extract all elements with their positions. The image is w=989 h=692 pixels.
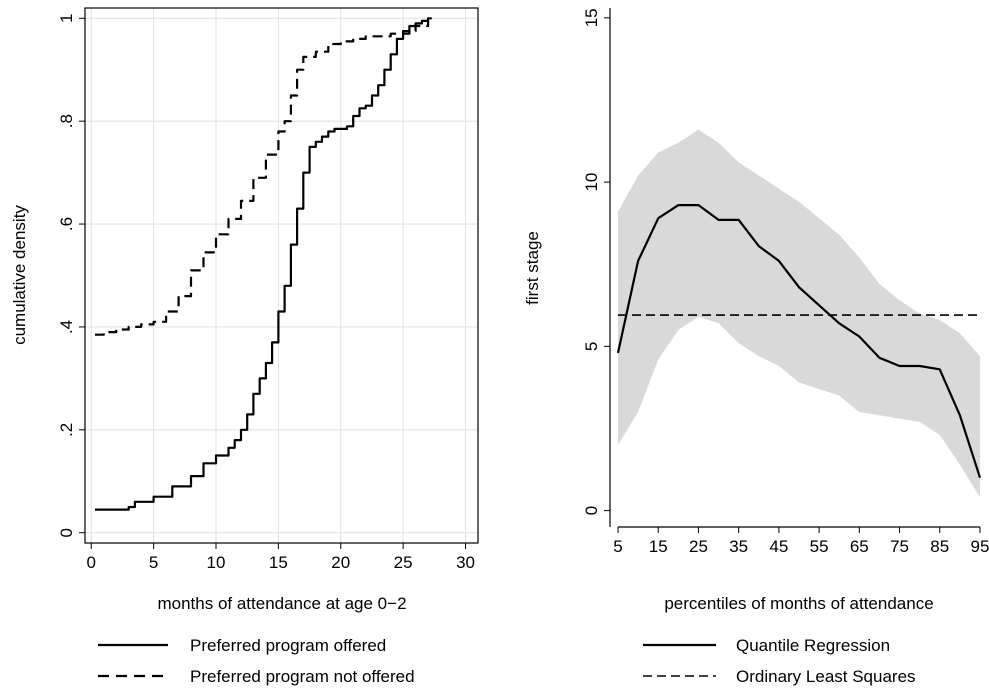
series-line-not-offered [95, 20, 430, 336]
x-tick-label: 45 [769, 537, 788, 556]
y-tick-label: 1 [57, 14, 76, 23]
left-panel: months of attendance at age 0−2 cumulati… [10, 7, 479, 686]
legend-label-not-offered: Preferred program not offered [190, 667, 415, 686]
x-tick-label: 25 [394, 553, 413, 572]
y-tick-label: 0 [582, 506, 601, 515]
right-panel: percentiles of months of attendance firs… [523, 8, 989, 686]
x-tick-label: 35 [729, 537, 748, 556]
right-x-axis-label: percentiles of months of attendance [664, 594, 933, 613]
x-tick-label: 0 [87, 553, 96, 572]
y-tick-label: 5 [582, 342, 601, 351]
legend-label-ordinary-least-squares: Ordinary Least Squares [736, 667, 916, 686]
x-tick-label: 95 [970, 537, 989, 556]
x-tick-label: 20 [331, 553, 350, 572]
left-x-axis-label: months of attendance at age 0−2 [157, 594, 406, 613]
legend-label-offered: Preferred program offered [190, 636, 386, 655]
right-legend: Quantile Regression Ordinary Least Squar… [643, 636, 916, 686]
y-tick-label: 15 [582, 8, 601, 27]
x-tick-label: 75 [890, 537, 909, 556]
plot-frame [84, 7, 479, 544]
x-tick-label: 10 [207, 553, 226, 572]
x-tick-label: 30 [456, 553, 475, 572]
y-tick-label: 0 [57, 528, 76, 537]
confidence-band [618, 129, 980, 498]
right-y-axis-label: first stage [523, 231, 542, 305]
series-line-quantile-regression [616, 204, 982, 479]
left-y-axis-label: cumulative density [10, 205, 29, 345]
x-tick-label: 15 [269, 553, 288, 572]
y-tick-label: .6 [57, 217, 76, 231]
x-tick-label: 65 [850, 537, 869, 556]
y-tick-label: .4 [57, 320, 76, 334]
y-tick-label: .2 [57, 423, 76, 437]
y-tick-label: .8 [57, 114, 76, 128]
x-tick-label: 5 [613, 537, 622, 556]
series-line-offered [95, 17, 432, 511]
legend-label-quantile-regression: Quantile Regression [736, 636, 890, 655]
left-legend: Preferred program offered Preferred prog… [98, 636, 415, 686]
x-tick-label: 55 [810, 537, 829, 556]
x-tick-label: 15 [649, 537, 668, 556]
x-tick-label: 25 [689, 537, 708, 556]
x-tick-label: 85 [930, 537, 949, 556]
y-tick-label: 10 [582, 173, 601, 192]
x-tick-label: 5 [149, 553, 158, 572]
